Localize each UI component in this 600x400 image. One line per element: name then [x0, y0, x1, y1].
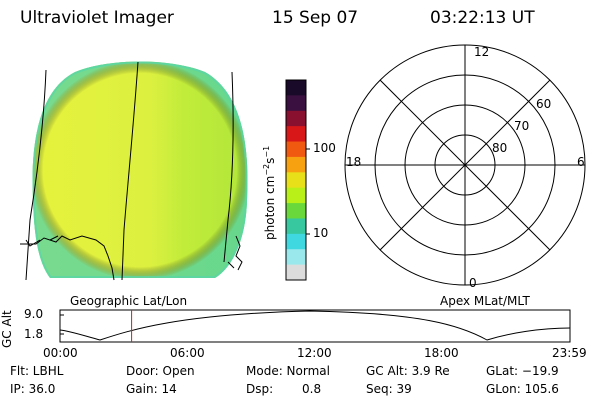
alt-xtick-1: 06:00 [170, 346, 205, 360]
colorbar-band [286, 95, 306, 112]
uv-image-disc [20, 61, 248, 281]
instrument-title: Ultraviolet Imager [20, 8, 174, 28]
colorbar-label-100: 100 [313, 141, 336, 155]
colorbar-frame [285, 79, 307, 281]
glat-info: GLat: −19.9 [486, 364, 559, 378]
seq-info: Seq: 39 [366, 382, 412, 396]
dsp-value: 0.8 [302, 382, 322, 396]
colorbar-band [286, 141, 306, 158]
altitude-curve [59, 310, 571, 341]
altitude-plot [59, 309, 571, 343]
alt-xtick-3: 18:00 [424, 346, 459, 360]
colorbar-band [286, 187, 306, 204]
glon-info: GLon: 105.6 [486, 382, 559, 396]
filter-info: Flt: LBHL [10, 364, 64, 378]
alt-ytick-top: 9.0 [24, 307, 44, 321]
lat-label-80: 80 [492, 141, 508, 155]
date-label: 15 Sep 07 [272, 8, 359, 28]
mlt-label-12: 12 [474, 45, 490, 59]
colorbar-label-10: 10 [313, 226, 329, 240]
mode-info: Mode: Normal [246, 364, 330, 378]
gc-alt-info: GC Alt: 3.9 Re [366, 364, 450, 378]
colorbar-band [286, 264, 306, 281]
mlt-label-18: 18 [346, 155, 362, 169]
lat-label-60: 60 [536, 97, 552, 111]
dsp-label: Dsp: [246, 382, 274, 396]
polar-caption: Apex MLat/MLT [440, 294, 530, 308]
colorbar-band [286, 110, 306, 127]
left-panel-caption: Geographic Lat/Lon [70, 294, 188, 308]
colorbar-band [286, 218, 306, 235]
polar-grid [344, 44, 586, 286]
colorbar [286, 80, 306, 281]
colorbar-band [286, 126, 306, 143]
ip-info: IP: 36.0 [10, 382, 56, 396]
alt-xtick-4: 23:59 [552, 346, 587, 360]
alt-xtick-0: 00:00 [43, 346, 78, 360]
colorbar-unit-label: photon cm−2s−1 [262, 145, 277, 240]
door-info: Door: Open [126, 364, 195, 378]
time-label: 03:22:13 UT [430, 8, 535, 28]
colorbar-band [286, 156, 306, 173]
alt-xtick-2: 12:00 [297, 346, 332, 360]
colorbar-band [286, 249, 306, 266]
colorbar-band [286, 80, 306, 96]
colorbar-band [286, 203, 306, 219]
alt-ytick-bottom: 1.8 [24, 327, 44, 341]
mlt-label-0: 0 [469, 276, 477, 290]
colorbar-band [286, 172, 306, 189]
mlt-label-6: 6 [577, 155, 585, 169]
lat-label-70: 70 [514, 119, 530, 133]
colorbar-band [286, 233, 306, 250]
alt-ylabel: GC Alt [0, 310, 14, 348]
gain-info: Gain: 14 [126, 382, 177, 396]
